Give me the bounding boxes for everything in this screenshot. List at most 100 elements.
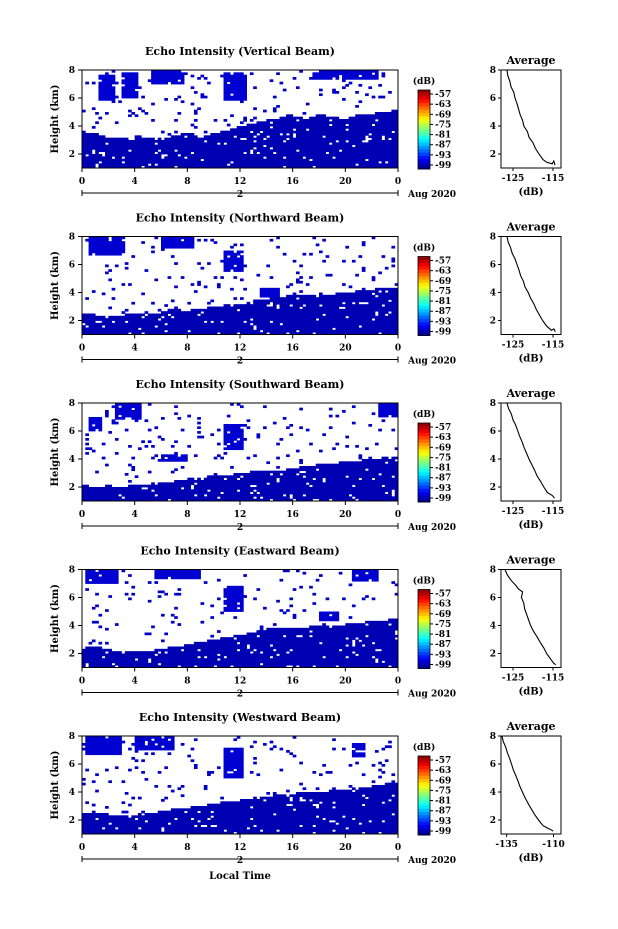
heatmap-cell: [111, 236, 116, 240]
heatmap-cell: [249, 487, 254, 490]
heatmap-cell: [164, 98, 168, 101]
heatmap-cell: [263, 320, 267, 324]
heatmap-cell: [233, 255, 238, 258]
heatmap-cell: [309, 154, 313, 157]
heatmap-cell: [295, 320, 300, 324]
heatmap-cell: [345, 299, 350, 303]
heatmap-cell: [111, 142, 116, 146]
heatmap-cell: [282, 318, 287, 321]
heatmap-cell: [177, 144, 182, 148]
heatmap-cell: [276, 322, 280, 326]
heatmap-cell: [246, 308, 251, 312]
heatmap-cell: [342, 98, 346, 101]
heatmap-cell: [279, 477, 284, 481]
heatmap-cell: [141, 163, 145, 167]
heatmap-cell: [299, 407, 303, 411]
heatmap-cell: [118, 322, 122, 326]
heatmap-cell: [312, 325, 317, 328]
heatmap-cell: [269, 238, 274, 242]
heatmap-cell: [180, 156, 185, 160]
heatmap-cell: [374, 77, 379, 80]
heatmap-cell: [315, 154, 320, 157]
heatmap-cell: [220, 161, 224, 164]
heatmap-cell: [328, 144, 333, 148]
heatmap-cell: [243, 473, 247, 476]
heatmap-cell: [98, 142, 103, 146]
heatmap-cell: [328, 304, 333, 307]
heatmap-cell: [223, 447, 228, 451]
heatmap-cell: [190, 283, 195, 286]
heatmap-cell: [216, 311, 221, 314]
heatmap-cell: [108, 243, 113, 247]
heatmap-cell: [332, 135, 336, 139]
heatmap-cell: [295, 487, 300, 490]
heatmap-cell: [371, 290, 376, 293]
heatmap-cell: [161, 498, 165, 502]
heatmap-cell: [249, 147, 254, 150]
heatmap-cell: [322, 470, 326, 474]
heatmap-cell: [85, 163, 89, 167]
heatmap-cell: [266, 299, 271, 303]
heatmap-cell: [348, 161, 353, 164]
heatmap-cell: [259, 294, 264, 298]
heatmap-cell: [243, 494, 247, 497]
heatmap-cell: [101, 95, 106, 99]
heatmap-cell: [164, 484, 168, 488]
heatmap-cell: [351, 156, 356, 160]
heatmap-cell: [236, 163, 241, 167]
heatmap-cell: [315, 463, 320, 467]
heatmap-cell: [203, 77, 208, 80]
heatmap-cell: [286, 135, 290, 139]
heatmap-cell: [177, 315, 182, 319]
heatmap-cell: [342, 126, 346, 129]
heatmap-cell: [361, 306, 366, 310]
heatmap-cell: [124, 322, 129, 326]
heatmap-cell: [279, 156, 284, 160]
heatmap-cell: [174, 147, 178, 150]
heatmap-cell: [309, 480, 313, 483]
heatmap-cell: [332, 447, 336, 451]
heatmap-cell: [391, 144, 396, 148]
heatmap-cell: [266, 491, 271, 495]
heatmap-cell: [95, 245, 99, 249]
heatmap-cell: [223, 306, 228, 310]
heatmap-cell: [315, 487, 320, 490]
heatmap-cell: [348, 77, 353, 80]
heatmap-cell: [355, 466, 359, 469]
heatmap-cell: [213, 156, 218, 160]
heatmap-cell: [141, 147, 145, 150]
colorbar-segment: [418, 162, 430, 167]
colorbar-segment: [418, 122, 430, 127]
heatmap-cell: [319, 318, 323, 321]
heatmap-cell: [105, 245, 109, 249]
heatmap-cell: [220, 313, 224, 317]
heatmap-cell: [108, 322, 113, 326]
heatmap-cell: [279, 142, 284, 146]
heatmap-cell: [184, 496, 188, 500]
heatmap-cell: [286, 480, 290, 483]
heatmap-cell: [223, 440, 228, 444]
heatmap-cell: [368, 496, 373, 500]
heatmap-cell: [200, 327, 205, 331]
heatmap-cell: [118, 163, 122, 167]
heatmap-cell: [315, 135, 320, 139]
average-y-tick-label: 4: [490, 122, 496, 132]
heatmap-cell: [174, 487, 178, 490]
heatmap-cell: [266, 158, 271, 162]
heatmap-cell: [266, 311, 271, 314]
heatmap-cell: [355, 315, 359, 319]
heatmap-cell: [358, 144, 363, 148]
heatmap-cell: [394, 112, 399, 115]
heatmap-cell: [355, 332, 359, 335]
heatmap-cell: [299, 494, 303, 497]
heatmap-cell: [381, 290, 386, 293]
heatmap-cell: [292, 473, 297, 476]
heatmap-cell: [394, 142, 399, 146]
heatmap-cell: [230, 245, 234, 249]
heatmap-cell: [361, 144, 366, 148]
heatmap-cell: [197, 318, 201, 321]
heatmap-cell: [256, 313, 261, 317]
heatmap-cell: [276, 456, 280, 460]
heatmap-cell: [105, 81, 109, 85]
heatmap-cell: [292, 484, 297, 488]
